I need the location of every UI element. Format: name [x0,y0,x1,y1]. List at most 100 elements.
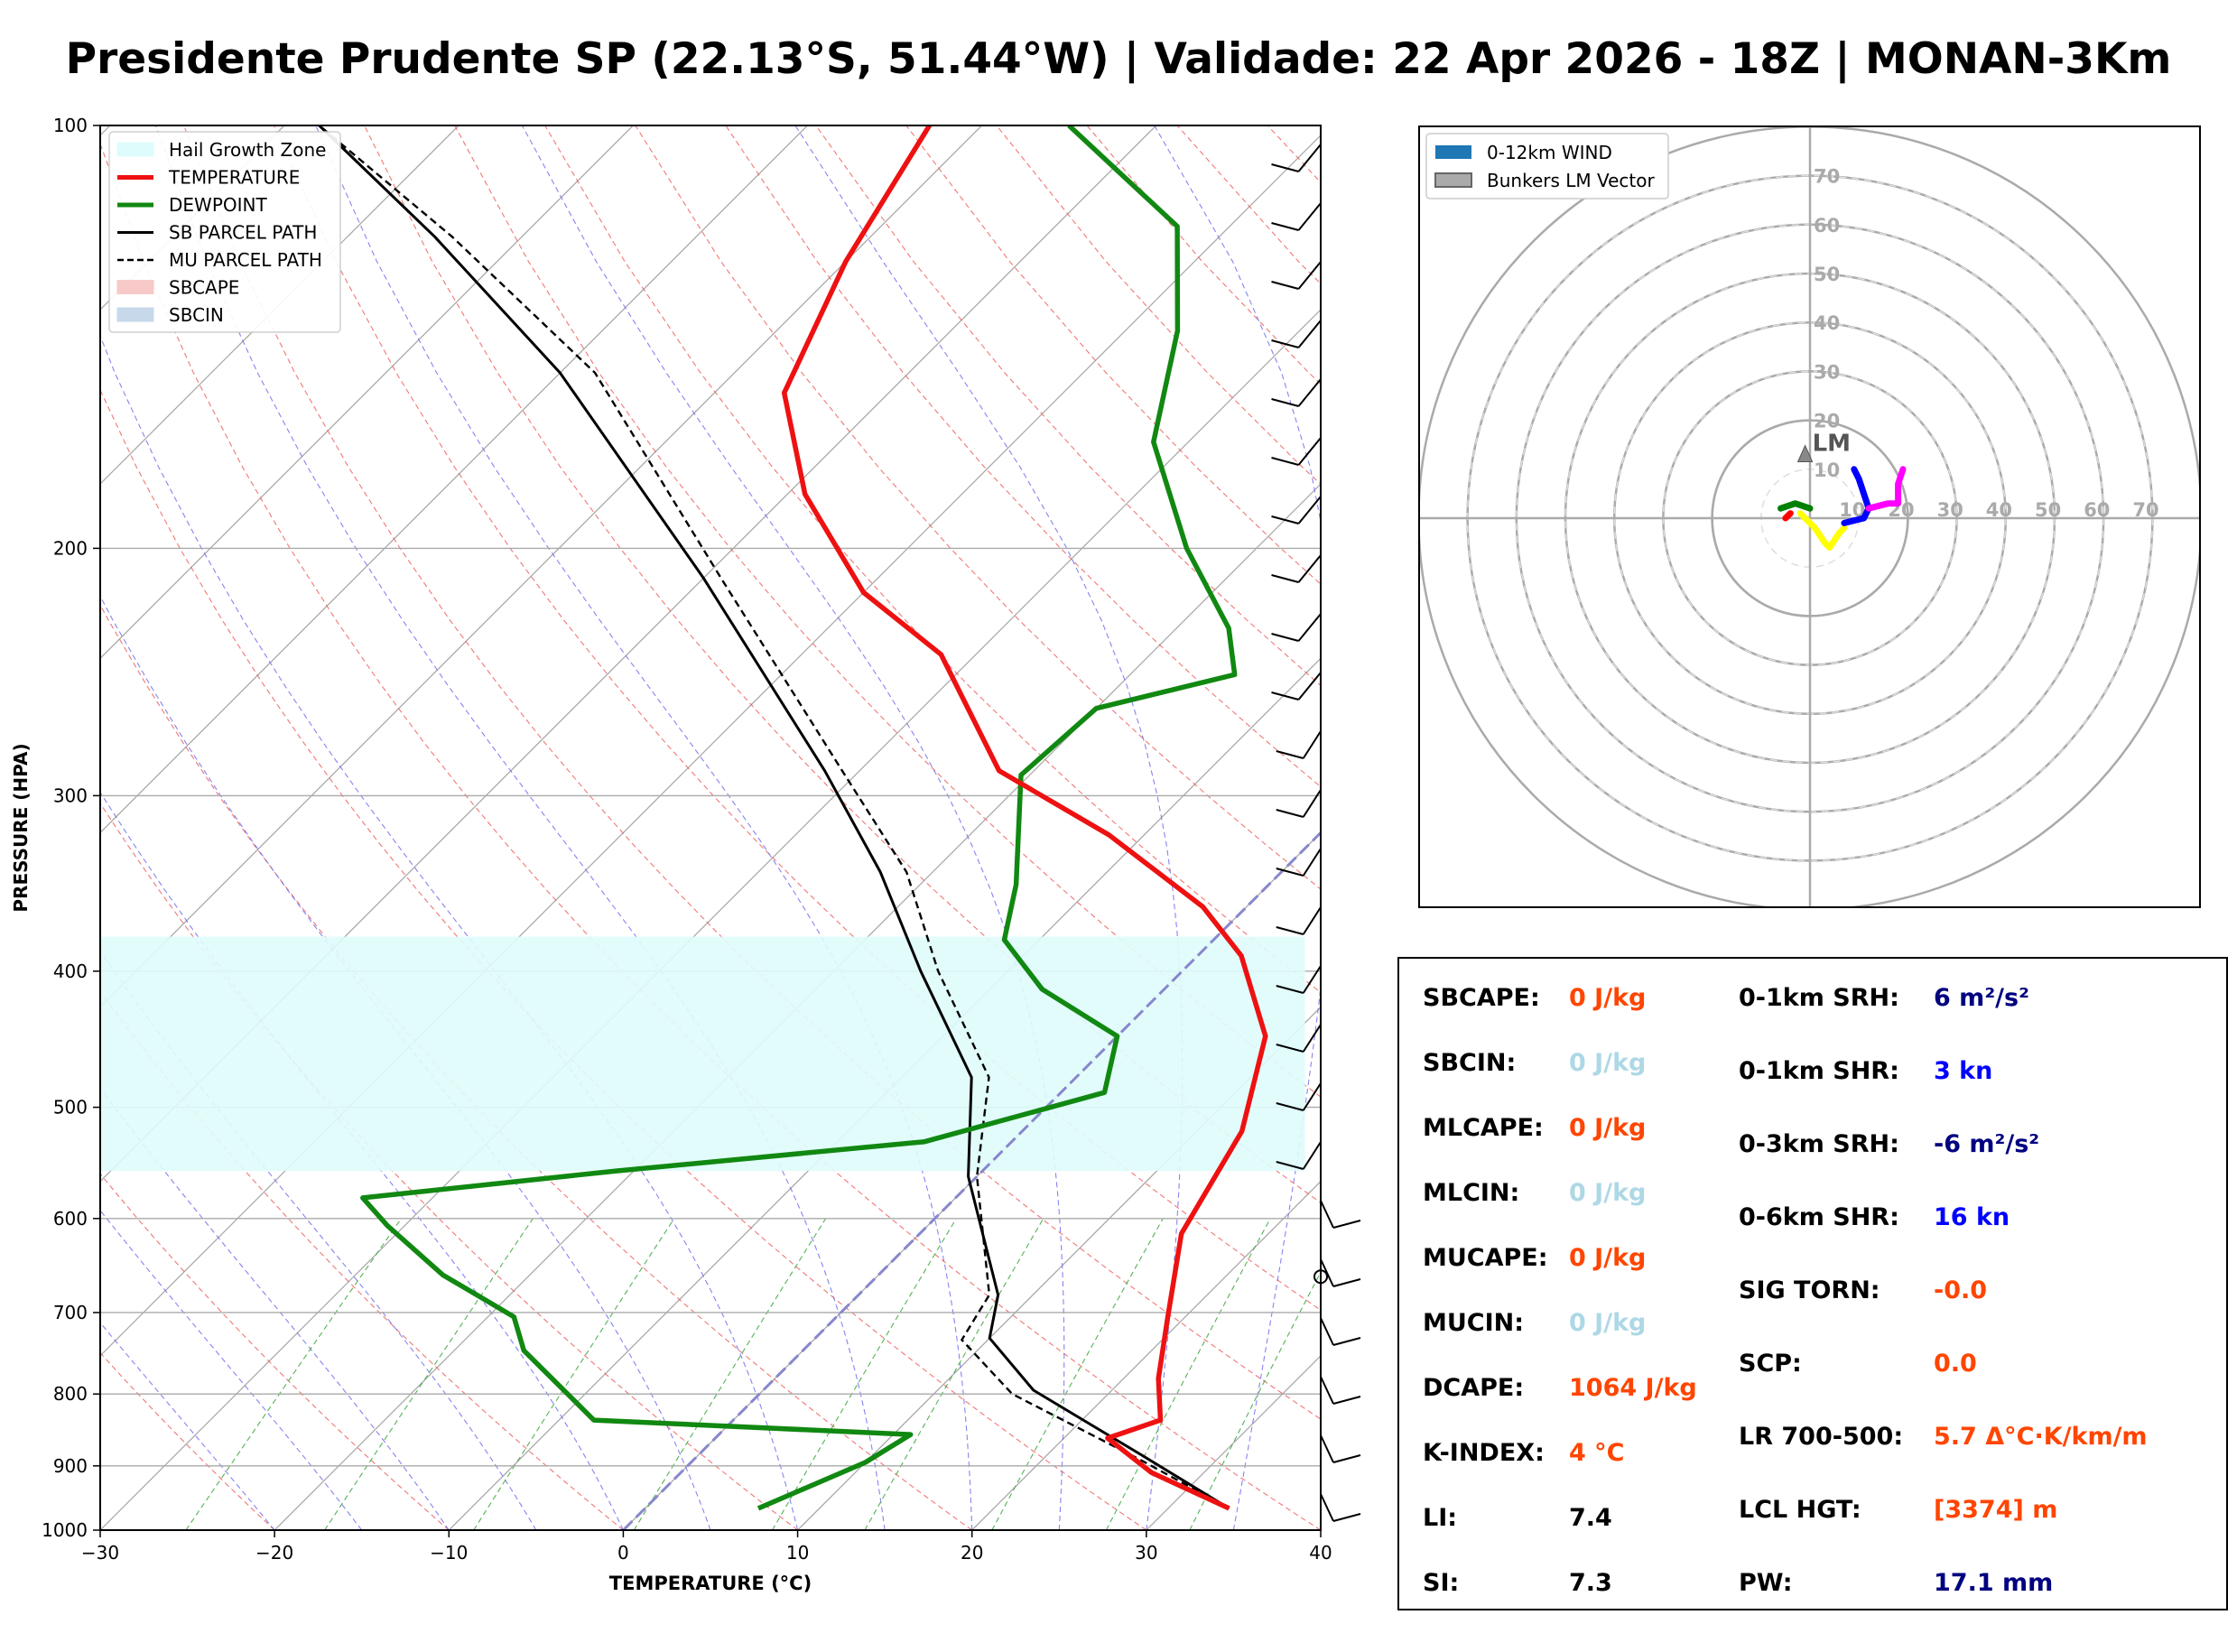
wind-barb-flag [1276,750,1304,759]
param-label: MUCAPE: [1423,1244,1548,1272]
param-label: MLCIN: [1423,1179,1520,1207]
hodograph-segment [1782,510,1794,522]
wind-barb-flag [1276,985,1304,994]
mixing-ratio-line [1105,1218,1271,1530]
param-value: [3374] m [1934,1496,2058,1524]
temperature-line [781,125,1268,1511]
param-label: SCP: [1739,1350,1802,1378]
zero-degree-isotherm [622,831,1321,1530]
hodo-legend-swatch [1434,172,1472,188]
hodograph-ring-label: 10 [1814,459,1840,481]
dry-adiabat-line [544,125,1321,993]
hodo-legend-swatch [1435,145,1471,159]
calm-wind-circle [1313,1269,1328,1285]
param-value: 7.4 [1569,1504,1612,1532]
x-tick-label: −20 [255,1542,293,1564]
param-label: DCAPE: [1423,1374,1525,1402]
wind-barb-flag [1271,163,1299,172]
param-value: 4 °C [1569,1439,1625,1467]
hodograph-ring-label: 60 [1814,215,1840,237]
wind-barb [1302,965,1322,994]
wind-barb [1297,437,1322,466]
isotherm-line [100,134,1321,1357]
moist-adiabat-line [100,1322,275,1530]
legend-entry: Hail Growth Zone [169,139,326,161]
hodograph-ring-label: 60 [2084,499,2110,521]
y-tick-label: 700 [53,1302,88,1323]
param-label: K-INDEX: [1423,1439,1545,1467]
dry-adiabat-line [100,142,1321,1530]
mixing-ratio-line [473,1218,675,1530]
isotherm-line [100,125,459,486]
bunkers-lm-marker [1796,444,1814,463]
hodograph-frame [1418,125,2201,908]
wind-barb [1297,613,1322,642]
hodo-legend-entry: Bunkers LM Vector [1487,170,1656,191]
moist-adiabat-line [100,595,711,1530]
x-axis-label: TEMPERATURE (°C) [609,1573,812,1594]
x-tick-label: 30 [1135,1542,1157,1564]
wind-barb-flag [1276,1161,1304,1170]
moist-adiabat-line [315,125,973,1530]
sb-parcel-path-line [318,125,1230,1510]
param-label: SIG TORN: [1739,1276,1880,1304]
wind-barb [1297,320,1322,348]
wind-barb-flag [1271,339,1299,348]
wind-barb [1320,1317,1334,1346]
wind-barb-flag [1332,1513,1361,1522]
param-value: -6 m²/s² [1934,1130,2040,1158]
chart-title: Presidente Prudente SP (22.13°S, 51.44°W… [65,34,2172,84]
legend-entry: SBCAPE [169,277,239,299]
dry-adiabat-line [815,125,1321,687]
y-tick-label: 1000 [42,1519,88,1541]
wind-barb [1297,261,1322,290]
wind-barb-flag [1332,1278,1361,1287]
parameters-panel: SBCAPE: 0 J/kg SBCIN: 0 J/kg MLCAPE: 0 J/kg ML… [1397,957,2228,1610]
wind-barb-flag [1271,691,1299,701]
isotherm-line [100,125,983,1008]
mixing-ratio-line [633,1218,827,1530]
dry-adiabat-line [454,125,1321,1098]
param-value: 0 J/kg [1569,1049,1647,1077]
hodograph-ring-label: 50 [1814,264,1840,285]
param-label: LCL HGT: [1739,1496,1861,1524]
wind-barb-flag [1276,1044,1304,1053]
moist-adiabat-line [521,125,1065,1530]
param-label: 0-6km SHR: [1739,1203,1899,1231]
legend-entry: TEMPERATURE [168,167,300,189]
hodograph-ring-label: 70 [2132,499,2158,521]
wind-barb [1297,672,1322,701]
wind-barb-flag [1332,1396,1361,1405]
dry-adiabat-line [183,125,1321,1420]
wind-barb [1302,848,1322,877]
hodograph-segment [1778,500,1814,512]
wind-barb-flag [1276,868,1304,877]
wind-barb-flag [1271,633,1299,642]
param-label: SI: [1423,1569,1460,1597]
hodograph-ring-label: 70 [1814,166,1840,188]
wind-barb [1320,1434,1334,1463]
hail-growth-zone [100,936,1305,1172]
dry-adiabat-line [274,125,1321,1311]
y-tick-label: 400 [53,961,88,982]
legend-entry: SBCIN [169,304,224,326]
param-value: 17.1 mm [1934,1569,2054,1597]
x-tick-label: 0 [617,1542,629,1564]
wind-barb-flag [1271,515,1299,524]
param-value: 6 m²/s² [1934,984,2029,1012]
wind-barb [1302,1024,1322,1053]
wind-barb [1320,1493,1334,1522]
hodograph-ring-label: 40 [1986,499,2012,521]
skew-t-frame [99,125,1322,1531]
wind-barb [1302,730,1322,759]
legend-swatch [116,142,154,157]
y-tick-label: 100 [53,115,88,136]
legend-entry: MU PARCEL PATH [169,249,322,271]
dry-adiabat-line [100,1173,450,1530]
mu-parcel-path-line [318,125,1230,1509]
wind-barb [1297,378,1322,407]
wind-barb [1302,906,1322,935]
x-tick-label: 40 [1309,1542,1332,1564]
